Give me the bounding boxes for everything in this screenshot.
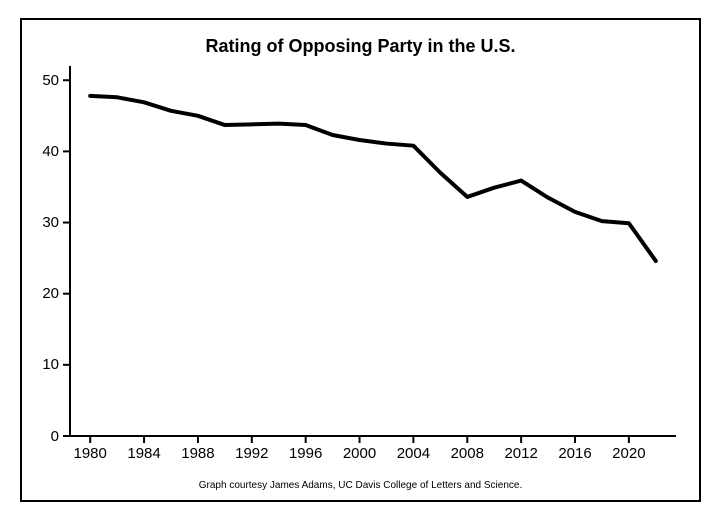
series-line [90,96,656,261]
y-tick-label: 50 [23,72,59,89]
y-tick-label: 0 [23,428,59,445]
x-tick-label: 1980 [60,445,120,462]
chart-caption: Graph courtesy James Adams, UC Davis Col… [20,480,701,491]
x-tick-label: 1984 [114,445,174,462]
y-tick-label: 20 [23,285,59,302]
x-tick-label: 2004 [383,445,443,462]
y-tick-label: 10 [23,356,59,373]
x-tick-label: 2020 [599,445,659,462]
x-tick-label: 2000 [330,445,390,462]
x-tick-label: 1992 [222,445,282,462]
line-chart-svg [0,0,721,520]
x-tick-label: 2016 [545,445,605,462]
x-tick-label: 1996 [276,445,336,462]
y-tick-label: 40 [23,143,59,160]
x-tick-label: 2012 [491,445,551,462]
x-tick-label: 2008 [437,445,497,462]
x-tick-label: 1988 [168,445,228,462]
y-tick-label: 30 [23,214,59,231]
chart-frame: Rating of Opposing Party in the U.S. 198… [0,0,721,520]
